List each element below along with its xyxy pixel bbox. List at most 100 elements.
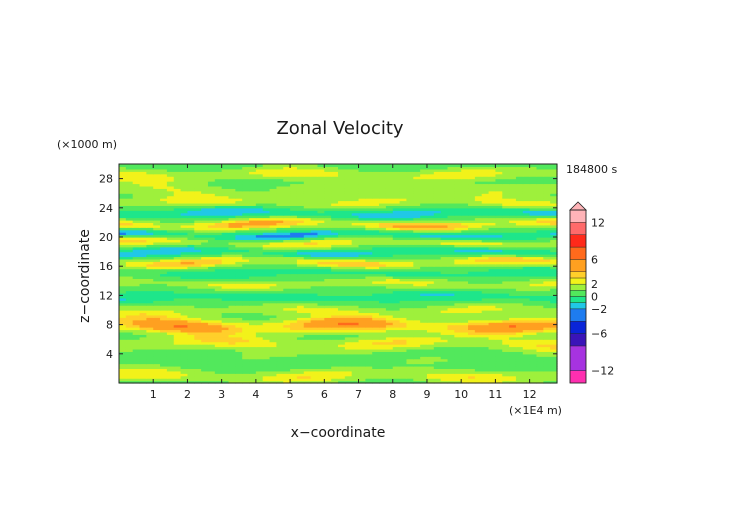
heatmap-cell — [426, 380, 435, 384]
heatmap-cell — [214, 217, 223, 221]
heatmap-cell — [201, 258, 209, 262]
heatmap-cell — [495, 198, 503, 202]
heatmap-cell — [440, 193, 449, 197]
heatmap-cell — [495, 363, 503, 367]
heatmap-cell — [310, 356, 319, 360]
heatmap-cell — [522, 331, 531, 335]
heatmap-cell — [351, 273, 360, 277]
heatmap-cell — [338, 344, 346, 348]
heatmap-cell — [358, 373, 366, 377]
heatmap-cell — [433, 334, 442, 338]
heatmap-cell — [160, 200, 168, 204]
heatmap-cell — [303, 224, 312, 228]
heatmap-cell — [310, 341, 319, 345]
heatmap-cell — [392, 339, 401, 343]
heatmap-cell — [180, 295, 189, 299]
heatmap-cell — [358, 224, 366, 228]
heatmap-cell — [433, 310, 442, 314]
heatmap-cell — [331, 193, 339, 197]
heatmap-cell — [146, 195, 154, 199]
heatmap-cell — [420, 273, 428, 277]
heatmap-cell — [447, 246, 455, 250]
heatmap-cell — [125, 361, 134, 365]
heatmap-cell — [255, 210, 264, 214]
heatmap-cell — [119, 278, 127, 282]
heatmap-cell — [173, 246, 182, 250]
heatmap-cell — [372, 300, 380, 304]
heatmap-cell — [242, 205, 250, 209]
heatmap-cell — [214, 285, 223, 289]
heatmap-cell — [406, 229, 414, 233]
heatmap-cell — [207, 205, 216, 209]
heatmap-cell — [296, 365, 305, 369]
heatmap-cell — [481, 295, 490, 299]
heatmap-cell — [207, 331, 216, 335]
heatmap-cell — [262, 341, 271, 345]
heatmap-cell — [426, 217, 435, 221]
heatmap-cell — [426, 207, 435, 211]
heatmap-cell — [392, 351, 401, 355]
heatmap-cell — [461, 283, 469, 287]
heatmap-cell — [194, 251, 202, 255]
heatmap-cell — [317, 258, 325, 262]
heatmap-cell — [536, 375, 544, 379]
heatmap-cell — [139, 237, 147, 241]
heatmap-cell — [481, 331, 490, 335]
heatmap-cell — [235, 234, 243, 238]
heatmap-cell — [303, 356, 312, 360]
heatmap-cell — [372, 346, 380, 350]
heatmap-cell — [495, 261, 503, 265]
heatmap-cell — [379, 215, 387, 219]
heatmap-cell — [269, 358, 278, 362]
heatmap-cell — [310, 268, 319, 272]
heatmap-cell — [502, 263, 510, 267]
heatmap-cell — [351, 378, 360, 382]
heatmap-cell — [420, 353, 428, 357]
heatmap-cell — [317, 227, 325, 231]
heatmap-cell — [173, 305, 182, 309]
heatmap-cell — [522, 346, 531, 350]
heatmap-cell — [125, 344, 134, 348]
heatmap-cell — [146, 241, 154, 245]
heatmap-cell — [351, 365, 360, 369]
heatmap-cell — [242, 258, 250, 262]
heatmap-cell — [461, 271, 469, 275]
heatmap-cell — [495, 339, 503, 343]
heatmap-cell — [495, 246, 503, 250]
heatmap-cell — [413, 285, 421, 289]
heatmap-cell — [324, 302, 332, 306]
heatmap-cell — [461, 234, 469, 238]
heatmap-cell — [214, 241, 223, 245]
heatmap-cell — [262, 373, 271, 377]
heatmap-cell — [324, 254, 332, 258]
heatmap-cell — [119, 378, 127, 382]
heatmap-cell — [166, 198, 175, 202]
heatmap-cell — [529, 322, 538, 326]
heatmap-cell — [426, 310, 435, 314]
heatmap-cell — [276, 241, 284, 245]
heatmap-cell — [515, 254, 524, 258]
heatmap-cell — [119, 227, 127, 231]
heatmap-cell — [406, 258, 414, 262]
heatmap-cell — [317, 375, 325, 379]
heatmap-cell — [365, 263, 373, 267]
heatmap-cell — [351, 327, 360, 331]
heatmap-cell — [413, 219, 421, 223]
heatmap-cell — [317, 193, 325, 197]
heatmap-cell — [290, 302, 298, 306]
heatmap-cell — [433, 246, 442, 250]
heatmap-cell — [255, 344, 264, 348]
heatmap-cell — [173, 329, 182, 333]
heatmap-cell — [536, 275, 544, 279]
heatmap-cell — [194, 224, 202, 228]
heatmap-cell — [160, 278, 168, 282]
heatmap-cell — [502, 224, 510, 228]
heatmap-cell — [550, 278, 558, 282]
heatmap-cell — [290, 370, 298, 374]
heatmap-cell — [365, 234, 373, 238]
heatmap-cell — [474, 331, 483, 335]
heatmap-cell — [242, 222, 250, 226]
heatmap-cell — [454, 317, 462, 321]
heatmap-cell — [474, 244, 483, 248]
heatmap-cell — [207, 229, 216, 233]
